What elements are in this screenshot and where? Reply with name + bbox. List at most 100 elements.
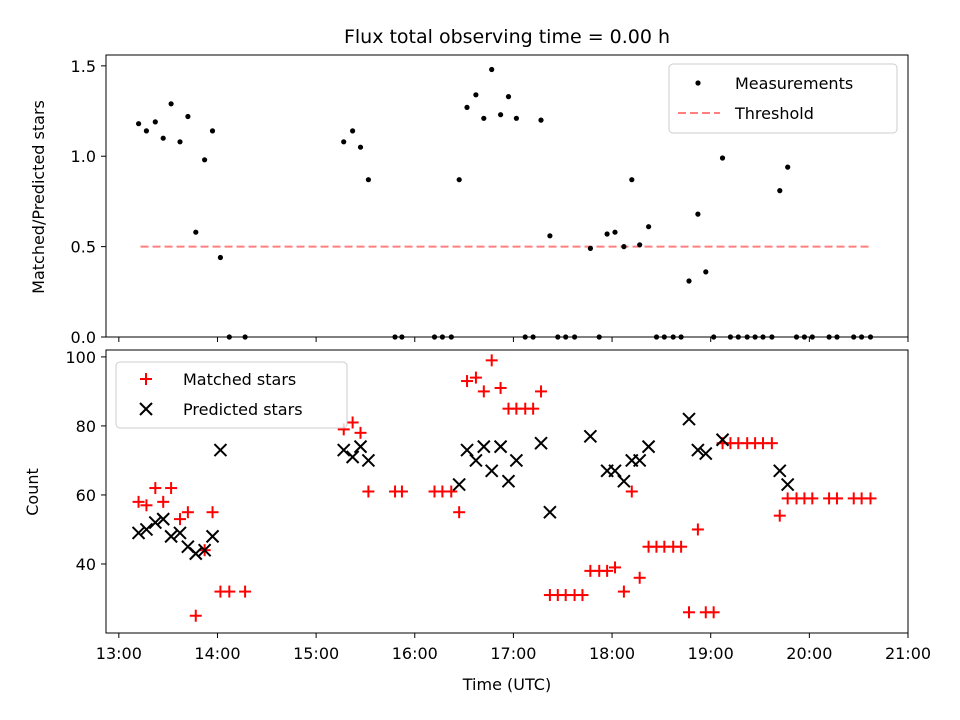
predicted-star-point <box>632 453 647 468</box>
legend-predicted-label: Predicted stars <box>183 400 303 419</box>
measurement-point <box>489 66 495 73</box>
measurement-point <box>202 157 208 163</box>
predicted-star-point <box>213 443 228 457</box>
matched-star-point <box>527 402 540 415</box>
predicted-star-point <box>699 446 713 461</box>
measurement-point <box>513 115 520 121</box>
matched-star-point <box>864 492 877 505</box>
predicted-star-point <box>337 443 351 457</box>
predicted-star-point <box>773 464 787 478</box>
matched-star-point <box>477 385 490 398</box>
matched-star-point <box>206 506 219 519</box>
measurement-point <box>498 112 504 118</box>
predicted-star-point <box>715 433 730 447</box>
x-tick-label: 15:00 <box>293 644 339 663</box>
measurement-point <box>168 101 174 107</box>
predicted-star-point <box>534 436 548 450</box>
predicted-star-point <box>197 543 212 557</box>
measurement-point <box>217 254 223 261</box>
matched-star-point <box>149 482 162 495</box>
predicted-marker-b <box>131 526 146 540</box>
matched-star-point <box>830 492 843 505</box>
predicted-marker-b <box>197 543 212 557</box>
matched-star-point <box>173 513 186 526</box>
matched-star-point <box>239 585 252 598</box>
matched-star-point <box>806 492 819 505</box>
predicted-marker-b <box>353 439 368 454</box>
measurement-point <box>350 128 356 134</box>
predicted-star-point <box>617 474 631 488</box>
measurement-point <box>177 139 183 145</box>
top-y-tick-label: 0.0 <box>71 328 96 347</box>
measurement-point <box>695 211 701 217</box>
predicted-star-point <box>148 515 163 530</box>
measurement-point <box>464 104 470 110</box>
top-y-axis-label: Matched/Predicted stars <box>29 100 48 294</box>
predicted-marker-b <box>164 529 178 544</box>
predicted-star-point <box>501 474 516 488</box>
matched-star-point <box>707 606 720 619</box>
predicted-marker-b <box>173 526 187 540</box>
x-tick-label: 16:00 <box>392 644 438 663</box>
matched-star-point <box>773 509 786 522</box>
measurement-point <box>547 233 553 239</box>
measurement-point <box>365 177 371 183</box>
legend-predicted-marker <box>139 402 153 416</box>
x-tick-label: 14:00 <box>194 644 240 663</box>
predicted-star-point <box>469 453 483 468</box>
predicted-marker-b <box>608 464 622 478</box>
measurement-point <box>209 128 216 134</box>
predicted-star-point <box>345 450 360 464</box>
predicted-star-point <box>780 477 795 492</box>
predicted-star-point <box>543 505 557 519</box>
legend-matched-label: Matched stars <box>183 370 296 389</box>
measurement-point <box>185 113 191 120</box>
matched-star-point <box>469 371 482 384</box>
predicted-marker-b <box>493 439 508 454</box>
measurement-point <box>456 177 462 183</box>
predicted-marker-b <box>469 453 483 468</box>
predicted-marker-b <box>780 477 795 492</box>
matched-star-point <box>675 540 688 553</box>
matched-star-point <box>633 571 646 584</box>
matched-star-point <box>601 564 614 577</box>
legend-matched-marker <box>140 373 152 385</box>
bottom-y-axis-label: Count <box>23 468 42 516</box>
predicted-star-point <box>682 412 696 426</box>
matched-star-point <box>625 485 638 498</box>
matched-star-point <box>189 609 202 622</box>
matched-star-point <box>453 506 466 519</box>
predicted-marker-b <box>460 443 474 457</box>
x-tick-label: 13:00 <box>96 644 142 663</box>
legend-measurements-marker <box>695 80 701 86</box>
matched-star-point <box>485 354 498 367</box>
matched-star-point <box>157 495 170 508</box>
predicted-star-point <box>353 439 368 454</box>
measurement-point <box>612 229 618 235</box>
matched-star-point <box>362 485 375 498</box>
bottom-y-tick-label: 100 <box>65 348 96 367</box>
matched-star-point <box>691 523 704 536</box>
measurement-point <box>777 188 783 194</box>
measurement-point <box>341 139 347 145</box>
matched-star-point <box>609 561 622 574</box>
predicted-star-point <box>139 522 154 537</box>
predicted-marker-b <box>501 474 516 488</box>
legend-measurements-label: Measurements <box>735 74 853 93</box>
predicted-marker-b <box>691 443 705 457</box>
top-legend-box <box>668 63 898 134</box>
predicted-star-point <box>691 443 705 457</box>
measurement-point <box>357 144 364 150</box>
predicted-star-point <box>452 477 466 492</box>
top-axes-frame <box>105 54 909 338</box>
predicted-marker-b <box>337 443 351 457</box>
x-tick-label: 19:00 <box>688 644 734 663</box>
matched-star-point <box>683 606 696 619</box>
matched-star-point <box>535 385 548 398</box>
top-y-tick-label: 0.5 <box>71 238 96 257</box>
measurement-point <box>160 135 166 141</box>
predicted-marker-b <box>361 453 376 468</box>
measurement-point <box>481 115 487 121</box>
predicted-marker-b <box>715 433 730 447</box>
